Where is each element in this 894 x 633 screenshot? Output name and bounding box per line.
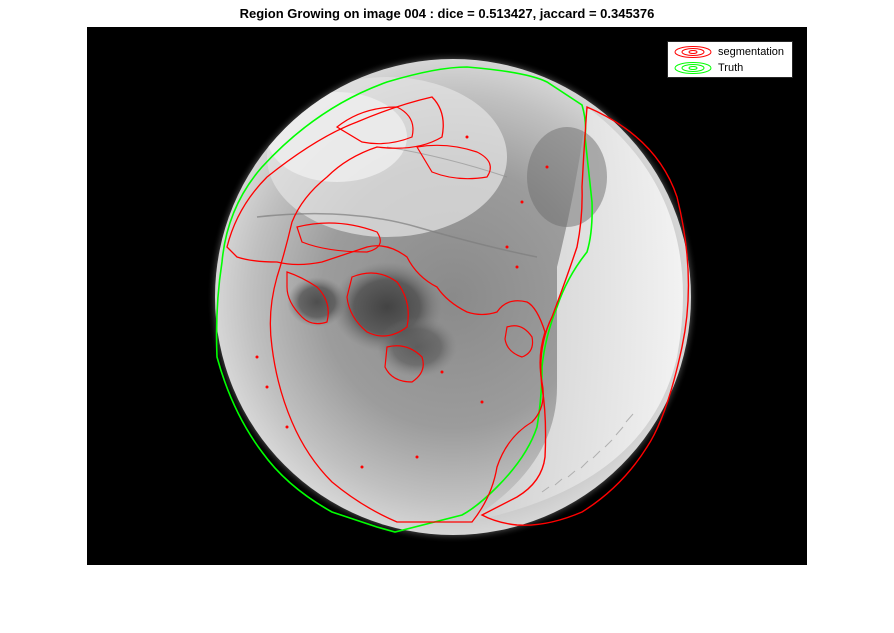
segmentation-contour-top-2 xyxy=(416,144,491,180)
dermoscopy-image xyxy=(207,51,699,543)
segmentation-contour-main xyxy=(226,96,546,523)
legend-item-truth: Truth xyxy=(672,60,743,76)
legend-label-segmentation: segmentation xyxy=(718,46,785,58)
segmentation-contour-inner-1 xyxy=(286,271,329,325)
figure-title: Region Growing on image 004 : dice = 0.5… xyxy=(239,6,655,21)
legend: segmentation Truth xyxy=(667,41,793,78)
image-axes xyxy=(87,27,807,565)
segmentation-contour-inner-2 xyxy=(346,272,409,337)
segmentation-contour-inner-4 xyxy=(504,325,534,358)
segmentation-swatch-icon xyxy=(674,46,712,58)
legend-label-truth: Truth xyxy=(718,62,744,74)
segmentation-contour-top-1 xyxy=(335,106,414,145)
segmentation-specks xyxy=(255,135,549,469)
segmentation-contour-inner-3 xyxy=(384,345,424,383)
segmentation-contour-top-3 xyxy=(296,222,381,253)
legend-item-segmentation: segmentation xyxy=(672,44,784,60)
truth-swatch-icon xyxy=(674,62,712,74)
segmentation-contour-outer xyxy=(480,105,690,526)
truth-contour xyxy=(215,66,593,533)
